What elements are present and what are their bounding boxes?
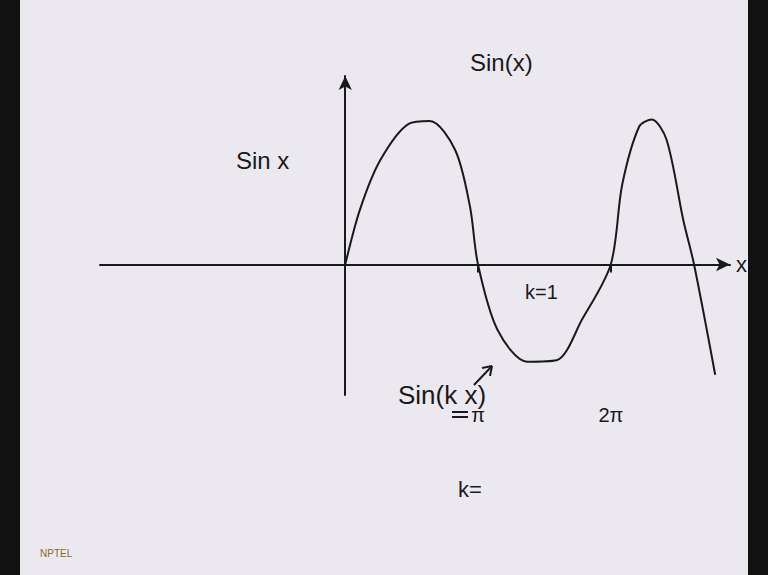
svg-text:x: x — [736, 252, 747, 277]
svg-text:Sin(x): Sin(x) — [470, 49, 533, 76]
svg-text:2π: 2π — [598, 404, 623, 426]
svg-text:k=1: k=1 — [525, 281, 558, 303]
svg-text:NPTEL: NPTEL — [40, 548, 73, 559]
svg-text:Sin x: Sin x — [236, 147, 289, 174]
svg-text:π: π — [471, 404, 485, 426]
svg-text:Sin(k x): Sin(k x) — [398, 380, 487, 410]
svg-text:k=: k= — [458, 477, 482, 502]
